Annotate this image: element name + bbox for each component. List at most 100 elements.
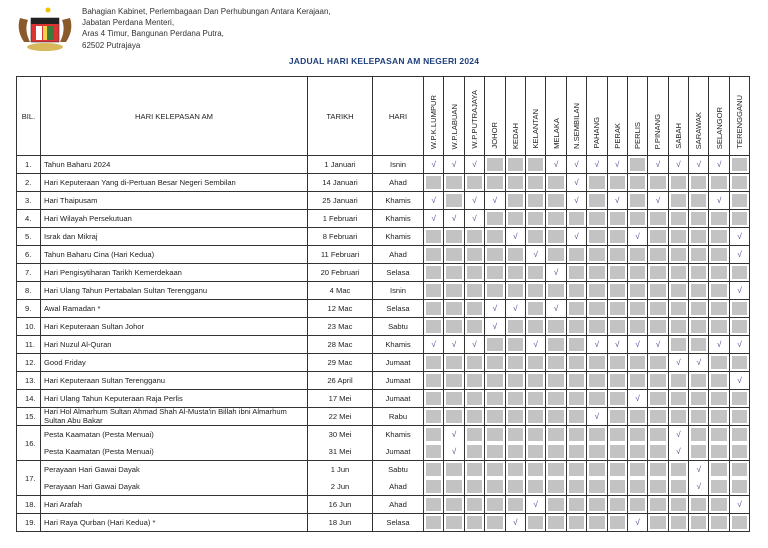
state-cell-terengganu [728, 425, 751, 443]
check-icon: √ [472, 160, 477, 169]
state-cell-terengganu [728, 478, 751, 496]
check-icon: √ [594, 412, 600, 421]
state-cell-selangor [708, 407, 730, 426]
state-cell-wplabuan: √ [443, 425, 465, 443]
no-holiday-shade [426, 266, 442, 279]
holiday-date: 14 Januari [307, 173, 373, 192]
holiday-date: 4 Mac [307, 281, 373, 300]
state-cell-nsembilan [565, 425, 588, 443]
state-cell-kelantan: √ [524, 335, 547, 354]
no-holiday-shade [589, 498, 605, 511]
no-holiday-shade [548, 248, 564, 261]
holiday-name: Hari Wilayah Persekutuan [40, 209, 308, 228]
no-holiday-shade [487, 284, 503, 297]
state-cell-johor [484, 245, 506, 264]
no-holiday-shade [446, 176, 462, 189]
no-holiday-shade [650, 212, 666, 225]
no-holiday-shade [487, 176, 503, 189]
state-cell-sabah: √ [667, 155, 690, 174]
state-cell-melaka [545, 317, 567, 336]
check-icon: √ [533, 250, 538, 259]
no-holiday-shade [527, 392, 544, 405]
no-holiday-shade [629, 410, 646, 423]
no-holiday-shade [731, 445, 748, 458]
table-row: 16. Pesta Kaamatan (Pesta Menuai) 30 Mei Kh… [16, 425, 751, 461]
no-holiday-shade [548, 176, 564, 189]
table-row: 3. Hari Thaipusam 25 Januari Khamis √ √ √ √ √ √ √ [16, 191, 751, 210]
check-icon: √ [451, 430, 457, 439]
header-holiday-name: HARI KELEPASAN AM [40, 76, 308, 156]
check-icon: √ [635, 232, 640, 241]
state-cell-kedah [504, 263, 526, 282]
state-cell-perlis [626, 155, 649, 174]
no-holiday-shade [507, 212, 523, 225]
no-holiday-shade [670, 320, 687, 333]
state-cell-nsembilan: √ [565, 173, 588, 192]
no-holiday-shade [731, 176, 748, 189]
no-holiday-shade [650, 284, 666, 297]
state-cell-terengganu [728, 513, 751, 532]
no-holiday-shade [466, 230, 483, 243]
no-holiday-shade [609, 248, 625, 261]
state-cell-pahang [586, 460, 608, 478]
state-cell-johor [484, 389, 506, 408]
holiday-name: Hari Keputeraan Sultan Johor [40, 317, 308, 336]
state-cell-melaka [545, 407, 567, 426]
state-cell-perak [606, 245, 628, 264]
no-holiday-shade [446, 410, 462, 423]
check-icon: √ [513, 232, 518, 241]
check-icon: √ [635, 340, 640, 349]
row-number: 19. [16, 513, 41, 532]
state-cell-ppinang [647, 443, 669, 461]
holiday-name: Hari Keputeraan Sultan Terengganu [40, 371, 308, 390]
no-holiday-shade [466, 498, 483, 511]
no-holiday-shade [589, 392, 605, 405]
no-holiday-shade [670, 498, 687, 511]
no-holiday-shade [507, 176, 523, 189]
state-cell-johor [484, 478, 506, 496]
state-cell-terengganu [728, 460, 751, 478]
no-holiday-shade [487, 480, 503, 493]
no-holiday-shade [711, 392, 727, 405]
no-holiday-shade [507, 410, 523, 423]
no-holiday-shade [487, 374, 503, 387]
check-icon: √ [492, 322, 498, 331]
state-cell-sarawak: √ [688, 353, 710, 372]
state-cell-selangor: √ [708, 191, 730, 210]
state-cell-perak: √ [606, 191, 628, 210]
state-cell-wpklumpur [422, 263, 445, 282]
state-cell-wpputrajaya [463, 407, 486, 426]
holiday-name: Hari Thaipusam [40, 191, 308, 210]
check-icon: √ [492, 196, 498, 205]
state-cell-kelantan [524, 353, 547, 372]
state-cell-sabah: √ [667, 443, 690, 461]
state-cell-selangor [708, 173, 730, 192]
state-cell-sabah [667, 263, 690, 282]
no-holiday-shade [711, 248, 727, 261]
no-holiday-shade [609, 445, 625, 458]
no-holiday-shade [487, 410, 503, 423]
state-cell-terengganu [728, 443, 751, 461]
row-number: 5. [16, 227, 41, 246]
no-holiday-shade [527, 284, 544, 297]
state-cell-perlis [626, 353, 649, 372]
check-icon: √ [676, 447, 681, 456]
state-cell-ppinang [647, 245, 669, 264]
state-cell-wplabuan [443, 227, 465, 246]
state-cell-ppinang: √ [647, 335, 669, 354]
state-cell-wpputrajaya [463, 263, 486, 282]
no-holiday-shade [711, 320, 727, 333]
no-holiday-shade [609, 320, 625, 333]
header-bil: BIL. [16, 76, 41, 156]
no-holiday-shade [731, 356, 748, 369]
no-holiday-shade [629, 212, 646, 225]
no-holiday-shade [466, 356, 483, 369]
state-cell-sarawak: √ [688, 460, 710, 478]
state-cell-sarawak [688, 209, 710, 228]
no-holiday-shade [548, 320, 564, 333]
state-cell-wpputrajaya [463, 425, 486, 443]
check-icon: √ [655, 196, 661, 205]
state-cell-wpklumpur [422, 173, 445, 192]
state-cell-selangor [708, 227, 730, 246]
check-icon: √ [594, 160, 600, 169]
